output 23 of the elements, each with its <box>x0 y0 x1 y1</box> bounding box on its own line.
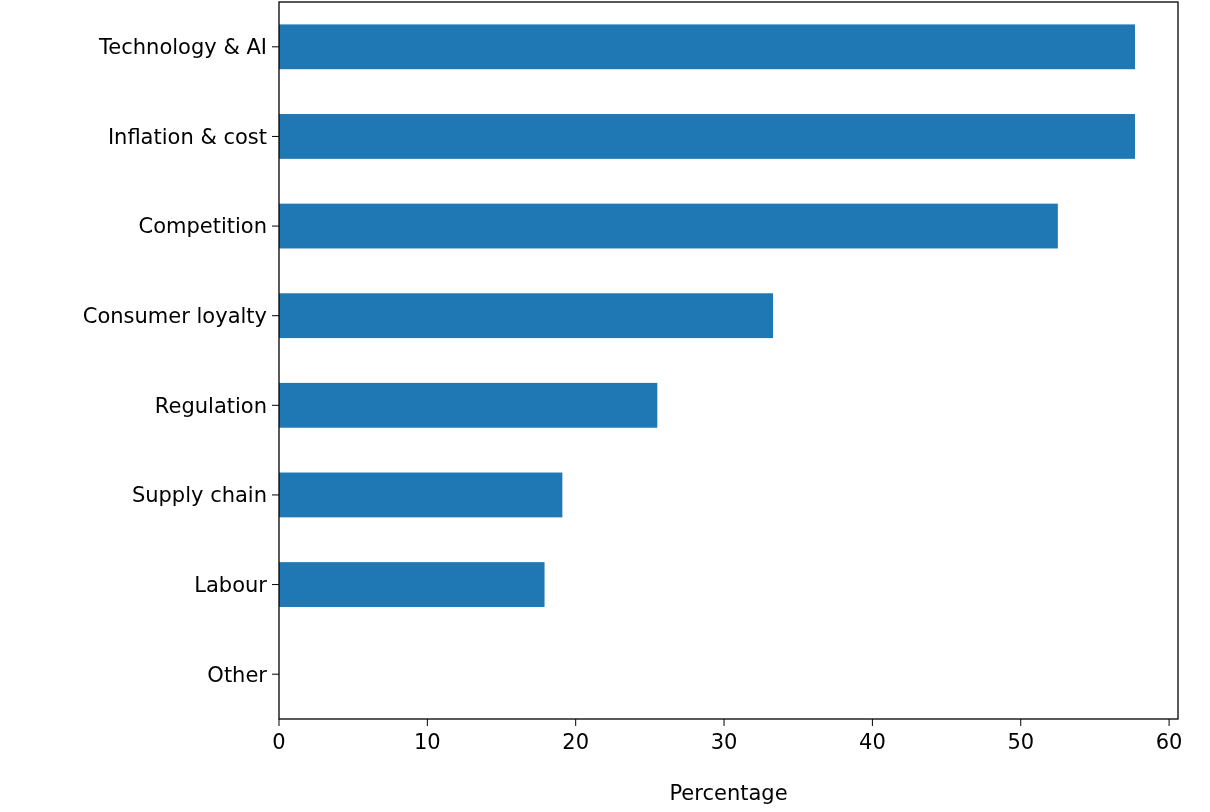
y-tick-label: Inflation & cost <box>107 124 267 149</box>
y-tick-label: Regulation <box>154 393 267 418</box>
bar <box>279 24 1135 70</box>
y-tick-label: Other <box>207 662 268 687</box>
y-tick-label: Consumer loyalty <box>82 304 267 329</box>
y-tick-label: Labour <box>194 572 268 597</box>
x-tick-label: 50 <box>1007 730 1035 754</box>
x-tick-label: 60 <box>1155 730 1183 754</box>
bar <box>279 293 774 339</box>
x-axis-title: Percentage <box>669 781 788 805</box>
bar <box>279 562 545 607</box>
x-tick-label: 30 <box>710 730 738 754</box>
x-tick-label: 0 <box>272 730 286 754</box>
y-tick-label: Technology & AI <box>98 35 267 60</box>
bar <box>279 203 1058 249</box>
y-tick-label: Competition <box>138 214 267 239</box>
x-tick-label: 40 <box>859 730 886 754</box>
bar <box>279 114 1135 159</box>
bar <box>279 382 658 428</box>
x-tick-label: 10 <box>413 730 441 754</box>
x-tick-label: 20 <box>562 730 590 754</box>
y-tick-label: Supply chain <box>131 483 267 508</box>
bar <box>279 472 563 518</box>
